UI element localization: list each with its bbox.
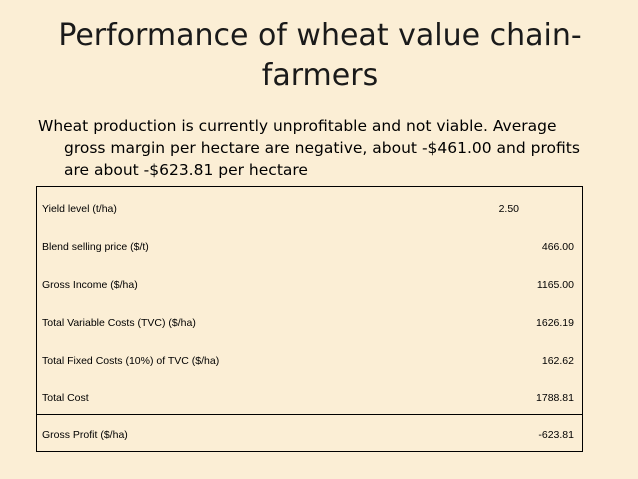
row-value: 1788.81 xyxy=(536,392,574,404)
row-value: 1626.19 xyxy=(536,317,574,329)
profit-table: Yield level (t/ha) 2.50 Blend selling pr… xyxy=(36,186,583,452)
table-row: Total Variable Costs (TVC) ($/ha) 1626.1… xyxy=(37,301,582,339)
row-value: 162.62 xyxy=(541,355,574,367)
table-row: Blend selling price ($/t) 466.00 xyxy=(37,225,582,263)
row-label: Total Cost xyxy=(42,392,89,404)
row-label: Gross Income ($/ha) xyxy=(42,279,138,291)
row-value: 1165.00 xyxy=(536,279,574,291)
table-row: Yield level (t/ha) 2.50 xyxy=(37,187,582,225)
table-row: Gross Profit ($/ha) -623.81 xyxy=(37,413,582,451)
row-label: Gross Profit ($/ha) xyxy=(42,429,128,441)
row-label: Blend selling price ($/t) xyxy=(42,241,149,253)
summary-text: Wheat production is currently unprofitab… xyxy=(38,117,580,179)
row-value: 466.00 xyxy=(541,241,574,253)
row-label: Total Variable Costs (TVC) ($/ha) xyxy=(42,317,196,329)
row-value: -623.81 xyxy=(538,429,574,441)
table-row: Total Fixed Costs (10%) of TVC ($/ha) 16… xyxy=(37,339,582,377)
table-row: Gross Income ($/ha) 1165.00 xyxy=(37,263,582,301)
row-label: Yield level (t/ha) xyxy=(42,203,117,215)
table-row: Total Cost 1788.81 xyxy=(37,376,582,415)
row-label: Total Fixed Costs (10%) of TVC ($/ha) xyxy=(42,355,220,367)
row-value: 2.50 xyxy=(498,203,519,215)
slide-title: Performance of wheat value chain-farmers xyxy=(58,18,582,93)
